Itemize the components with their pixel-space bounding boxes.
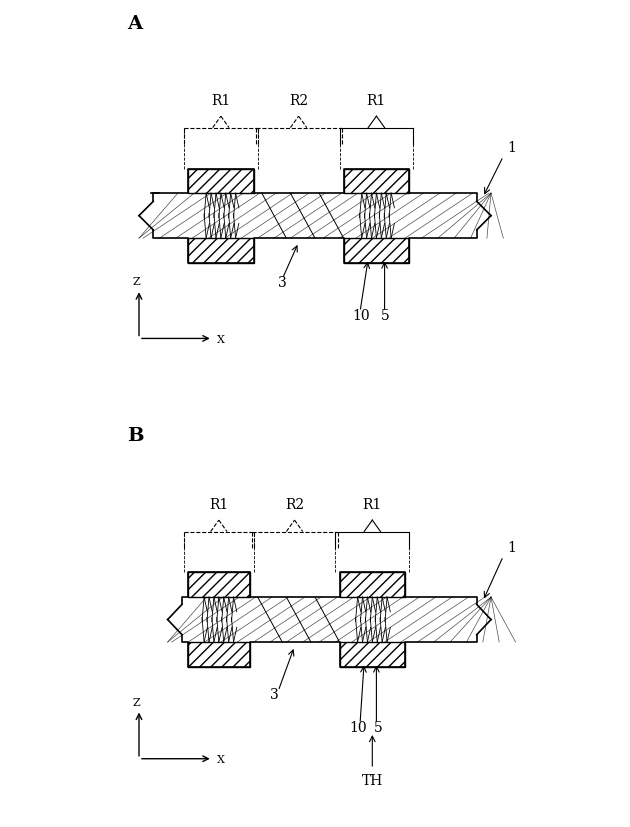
Text: R1: R1 <box>367 94 386 108</box>
Text: X: X <box>217 755 225 765</box>
Text: 1: 1 <box>507 541 516 555</box>
Text: Z: Z <box>133 697 140 708</box>
Text: 3: 3 <box>278 276 287 290</box>
FancyBboxPatch shape <box>188 238 254 263</box>
FancyBboxPatch shape <box>188 642 249 667</box>
Text: R1: R1 <box>363 498 382 512</box>
FancyBboxPatch shape <box>188 572 249 597</box>
FancyBboxPatch shape <box>340 572 405 597</box>
Text: A: A <box>127 15 142 33</box>
Text: 1: 1 <box>507 141 516 155</box>
FancyBboxPatch shape <box>343 238 409 263</box>
Text: 10: 10 <box>352 309 369 323</box>
Text: Z: Z <box>133 277 140 287</box>
FancyBboxPatch shape <box>188 169 254 194</box>
Text: 3: 3 <box>270 688 278 702</box>
Text: 5: 5 <box>381 309 389 323</box>
Text: R2: R2 <box>289 94 308 108</box>
Text: R1: R1 <box>211 94 231 108</box>
Text: B: B <box>127 428 144 445</box>
Text: TH: TH <box>362 774 383 788</box>
Text: 10: 10 <box>350 721 367 735</box>
FancyBboxPatch shape <box>343 169 409 194</box>
Text: R2: R2 <box>285 498 304 512</box>
FancyBboxPatch shape <box>340 642 405 667</box>
Text: 5: 5 <box>374 721 383 735</box>
Text: R1: R1 <box>209 498 229 512</box>
Text: X: X <box>217 335 225 345</box>
